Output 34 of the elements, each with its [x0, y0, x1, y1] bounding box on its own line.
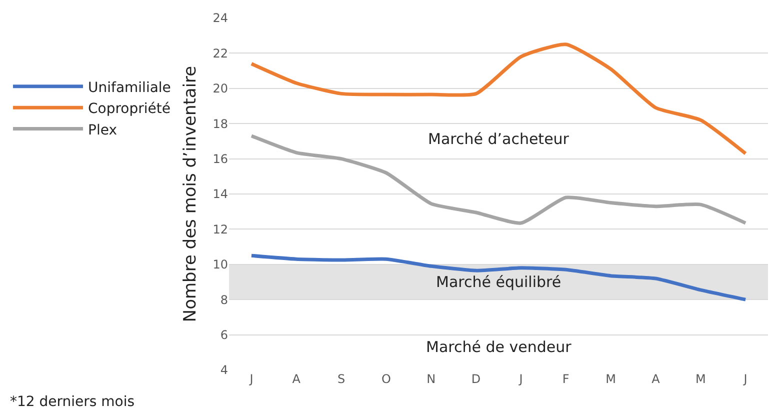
y-tick-label: 12 [212, 222, 228, 236]
y-tick-label: 8 [220, 292, 228, 307]
line-series [250, 42, 748, 156]
annotation: Marché d’acheteur [428, 130, 570, 148]
y-tick-label: 20 [212, 82, 228, 96]
y-tick-label: 24 [212, 11, 228, 26]
y-tick-label: 6 [220, 328, 228, 342]
x-tick-label: D [471, 372, 481, 386]
line-series [250, 134, 748, 225]
y-tick-label: 18 [212, 116, 228, 131]
x-tick-label: A [652, 372, 661, 386]
x-tick-label: J [248, 372, 254, 386]
x-tick-label: F [562, 372, 570, 386]
annotation: Marché de vendeur [426, 338, 572, 356]
x-tick-label: A [292, 372, 302, 386]
x-tick-label: S [337, 372, 346, 386]
band-label: Marché équilibré [436, 273, 562, 291]
text: *12 derniers mois [10, 394, 135, 410]
x-tick-label: J [518, 372, 523, 386]
legend-label: Copropriété [88, 101, 171, 118]
legend-label: Unifamiliale [88, 80, 171, 96]
x-tick-label: O [381, 372, 391, 386]
x-tick-label: M [695, 372, 706, 386]
y-tick-label: 16 [212, 152, 228, 166]
y-axis-title: Nombre des mois d’inventaire [180, 66, 200, 322]
y-tick-label: 10 [212, 258, 228, 272]
legend-label: Plex [88, 122, 117, 138]
line-series [250, 254, 748, 302]
x-tick-label: J [742, 372, 748, 386]
x-tick-label: N [426, 372, 436, 386]
y-tick-label: 4 [220, 363, 228, 378]
y-tick-label: 22 [212, 46, 228, 60]
y-tick-label: 14 [212, 187, 228, 202]
x-tick-label: M [606, 372, 616, 386]
